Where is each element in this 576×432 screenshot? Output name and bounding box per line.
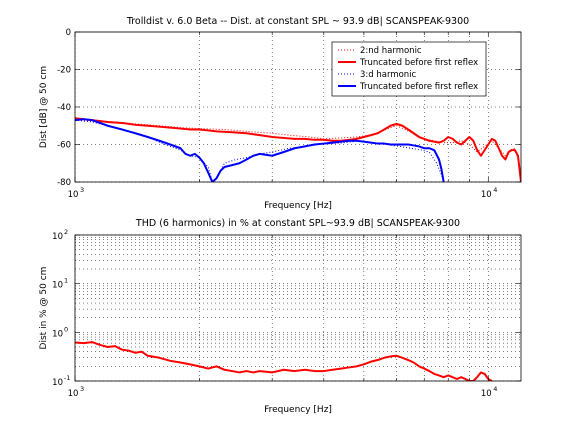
chart-bottom-xlabel: Frequency [Hz]	[264, 405, 332, 415]
chart-bottom-axes-box	[74, 234, 522, 382]
chart-top-ytick-label: 0	[66, 28, 71, 38]
chart-bottom-ytick-label: 10	[52, 281, 63, 291]
chart-top-legend: 2:nd harmonic Truncated before first ref…	[331, 41, 487, 97]
chart-top-ytick-label: -80	[57, 178, 71, 188]
chart-top-series-line-2	[75, 117, 521, 182]
chart-top-title: Trolldist v. 6.0 Beta -- Dist. at consta…	[126, 16, 469, 27]
legend-box	[331, 41, 487, 97]
chart-top-xtick-exponent: 3	[80, 186, 84, 194]
legend-entry-2: Truncated before first reflex	[359, 58, 478, 68]
chart-bottom-ytick-exponent: 1	[64, 277, 68, 285]
chart-bottom-xtick-label: 10	[68, 389, 79, 399]
legend-entry-1: 2:nd harmonic	[360, 46, 422, 56]
chart-bottom-grid	[74, 234, 521, 382]
chart-bottom-xtick-exponent: 4	[493, 385, 497, 393]
chart-top-ytick-label: -60	[57, 141, 71, 151]
chart-top-series	[75, 117, 521, 182]
chart-bottom-title: THD (6 harmonics) in % at constant SPL~9…	[135, 218, 460, 229]
chart-top-series-line-4	[75, 118, 445, 182]
chart-top-xtick-label: 10	[481, 190, 492, 200]
chart-bottom-ylabel: Dist in % @ 50 cm	[39, 267, 49, 350]
chart-bottom-ytick-label: 10	[52, 329, 63, 339]
chart-top-xtick-label: 10	[68, 190, 79, 200]
chart-top-ytick-label: -40	[57, 103, 71, 113]
chart-bottom-ytick-label: 10	[52, 378, 63, 388]
chart-bottom-series	[75, 341, 493, 381]
chart-top-xlabel: Frequency [Hz]	[264, 201, 332, 211]
chart-top-series-line-3	[75, 119, 445, 182]
chart-bottom-series-line-1	[75, 341, 493, 381]
chart-bottom-xtick-label: 10	[481, 389, 492, 399]
chart-top-xtick-exponent: 4	[493, 186, 497, 194]
chart-top-ytick-label: -20	[57, 66, 71, 76]
legend-entry-4: Truncated before first reflex	[359, 82, 478, 92]
chart-bottom-xtick-exponent: 3	[80, 385, 84, 393]
chart-bottom: THD (6 harmonics) in % at constant SPL~9…	[39, 218, 522, 415]
legend-entry-3: 3:d harmonic	[360, 70, 417, 80]
chart-bottom-ytick-exponent: 0	[64, 325, 68, 333]
chart-top: Trolldist v. 6.0 Beta -- Dist. at consta…	[39, 16, 522, 211]
chart-bottom-ytick-exponent: 2	[64, 228, 68, 236]
chart-bottom-ytick-exponent: -1	[64, 374, 70, 382]
chart-top-ylabel: Dist [dB] @ 50 cm	[39, 66, 49, 148]
chart-bottom-ytick-label: 10	[52, 232, 63, 242]
